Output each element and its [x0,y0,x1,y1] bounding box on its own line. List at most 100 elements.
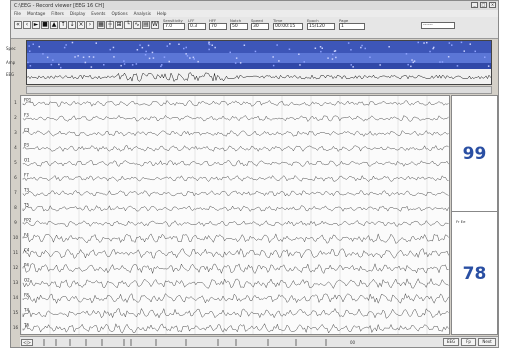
spectral-speckle [350,64,352,66]
channel-label: O2 [24,278,30,283]
spectral-speckle [65,44,67,46]
speed-input[interactable]: 30 [251,23,269,30]
page-input[interactable]: 1 [339,23,365,30]
mark-button[interactable]: ▲ [50,21,58,29]
menu-help[interactable]: Help [156,11,167,16]
channel-number: 9 [14,219,17,225]
extra-input[interactable]: ------ [421,22,455,29]
play-button[interactable]: ► [32,21,40,29]
sensitivity-input[interactable]: 7.0 [163,23,185,30]
spectral-speckle [185,46,187,49]
overview-scrollbar[interactable] [26,86,492,94]
print-button[interactable]: ▤ [142,21,150,29]
eeg-trace [22,205,449,212]
spectral-speckle [123,60,125,62]
menu-filters[interactable]: Filters [51,11,64,16]
time-field: Time 00:00:15 [273,18,303,30]
spectral-speckle [186,55,189,57]
stop-button[interactable]: ■ [41,21,49,29]
next-button[interactable]: Next [478,338,496,346]
eeg-traces: FP1 F3 C3 P3 O1 F7 T3 T5 FP2 F4 C4 P4 O2 F8 T4 T6 [21,96,449,334]
menu-events[interactable]: Events [91,11,106,16]
time-input[interactable]: 00:00:15 [273,23,303,30]
spectral-speckle [407,63,409,66]
channel-number: 12 [12,264,19,270]
spectral-speckle [147,44,150,47]
channel-label: P4 [24,263,29,268]
measure-button[interactable]: ┼ [106,21,114,29]
spectral-speckle [145,50,147,53]
spectral-speckle [90,66,93,68]
fp-button[interactable]: Fp [461,338,476,346]
overview-trace-bg [27,69,491,84]
spectral-speckle [169,43,171,45]
position-readout: 00 [350,340,356,345]
eeg-trace [22,190,449,197]
menu-file[interactable]: File [14,11,22,16]
cursor-button[interactable]: └ [124,21,132,29]
channel-number: 13 [12,279,19,285]
eeg-trace [22,248,449,259]
event-markers[interactable] [36,337,346,348]
menu-options[interactable]: Options [111,11,128,16]
spectral-speckle [152,57,155,59]
spectral-speckle [361,44,363,47]
channel-number: 7 [14,189,17,195]
channel-label: F4 [24,233,29,238]
overview-label-eeg: EEG [6,72,15,77]
zoom-button[interactable]: ⊞ [115,21,123,29]
epoch-input[interactable]: 15/120 [307,23,335,30]
notch-input[interactable]: 50 [230,23,248,30]
eeg-mode-button[interactable]: EEG [443,338,459,346]
menu-display[interactable]: Display [69,11,86,16]
panel-divider [452,211,497,212]
eeg-trace-area[interactable]: FP1 F3 C3 P3 O1 F7 T3 T5 FP2 F4 C4 P4 O2 F8 T4 T6 [20,95,450,335]
minimize-button[interactable]: _ [471,2,478,8]
menu-analysis[interactable]: Analysis [133,11,151,16]
spectral-band-mid [27,53,491,63]
spectral-speckle [74,56,76,58]
filter-button[interactable]: ∿ [133,21,141,29]
status-bar: <|> 00 EEG Fp Next [20,336,498,347]
window-controls: _ □ × [471,2,496,8]
first-page-button[interactable]: « [14,21,22,29]
up-button[interactable]: ↑ [59,21,67,29]
spectral-speckle [413,60,416,62]
channel-label: C4 [24,248,30,253]
menu-montage[interactable]: Montage [27,11,46,16]
spectral-speckle [63,46,66,49]
wave-button[interactable]: W [151,21,159,29]
spectral-speckle [487,65,490,67]
event-marker-group [43,339,327,346]
prev-page-button[interactable]: ‹ [23,21,31,29]
montage-button[interactable]: ▦ [97,21,105,29]
spectral-speckle [163,56,166,58]
channel-label: F3 [24,113,29,118]
spectral-speckle [60,66,62,69]
spectral-speckle [229,51,231,54]
close-button[interactable]: × [77,21,85,29]
hff-input[interactable]: 70 [209,23,227,30]
spectral-speckle [412,61,414,64]
spectral-speckle [439,61,441,63]
lff-input[interactable]: 0.3 [188,23,206,30]
scroll-left-button[interactable]: <|> [21,339,33,346]
lff-label: LFF [188,18,195,23]
next-page-button[interactable]: › [86,21,94,29]
eeg-trace [22,160,449,167]
spectral-speckle [410,65,412,68]
overview-trace [27,41,491,83]
spectral-speckle [314,47,317,49]
spectral-speckle [369,56,371,58]
spectral-speckle [183,47,185,50]
spectral-speckle [208,48,210,51]
maximize-button[interactable]: □ [480,2,487,8]
spectral-speckle [166,45,168,47]
close-window-button[interactable]: × [489,2,496,8]
spectral-overview[interactable] [26,40,492,85]
spectral-speckle [144,54,147,56]
spectral-speckle [160,65,162,68]
spectral-speckle [208,43,210,45]
eeg-trace [22,263,449,275]
down-button[interactable]: ↓ [68,21,76,29]
